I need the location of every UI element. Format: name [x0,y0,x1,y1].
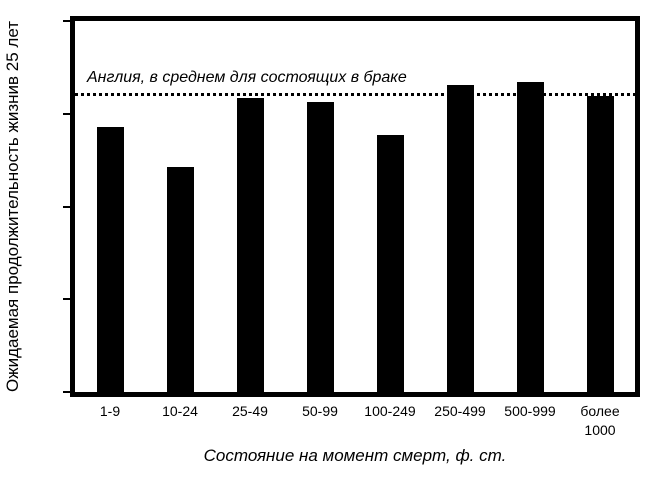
y-tick-mark [63,205,70,208]
x-tick-label: 500-999 [504,403,556,419]
x-tick-label: 25-49 [232,403,268,419]
bar-250-499 [446,85,474,392]
y-tick-mark [63,298,70,301]
reference-line [75,93,635,97]
bar-10-24 [166,166,194,392]
x-tick-label: 100-249 [364,403,416,419]
bar-более 1000 [586,96,614,392]
bar-cell [75,21,145,392]
bar-25-49 [236,97,264,392]
bar-100-249 [376,135,404,392]
bar-cell [355,21,425,392]
bar-cell [215,21,285,392]
x-tick-label: 250-499 [434,403,486,419]
bar-cell [425,21,495,392]
x-tick-label: 50-99 [302,403,338,419]
bar-1-9 [96,126,124,392]
x-tick-label: 10-24 [162,403,198,419]
bar-cell [285,21,355,392]
reference-line-label: Англия, в среднем для состоящих в браке [87,69,407,87]
x-tick-label: более 1000 [580,403,620,438]
y-tick-mark [63,391,70,393]
bar-500-999 [516,82,544,392]
x-axis-title: Состояние на момент смерт, ф. ст. [203,446,507,465]
y-tick-mark [63,112,70,115]
y-axis-title: Ожидаемая продолжительность жизнив 25 ле… [3,20,22,393]
bar-cell [145,21,215,392]
bar-50-99 [306,101,334,392]
x-axis: 1-9 10-24 25-49 50-99 100-249 250-499 500-999 б… [75,402,635,440]
bar-series [75,21,635,392]
plot-area: Англия, в среднем для состоящих в браке [70,16,640,397]
bar-cell [565,21,635,392]
x-tick-label: 1-9 [99,403,121,419]
y-tick-mark [63,20,70,22]
bar-cell [495,21,565,392]
